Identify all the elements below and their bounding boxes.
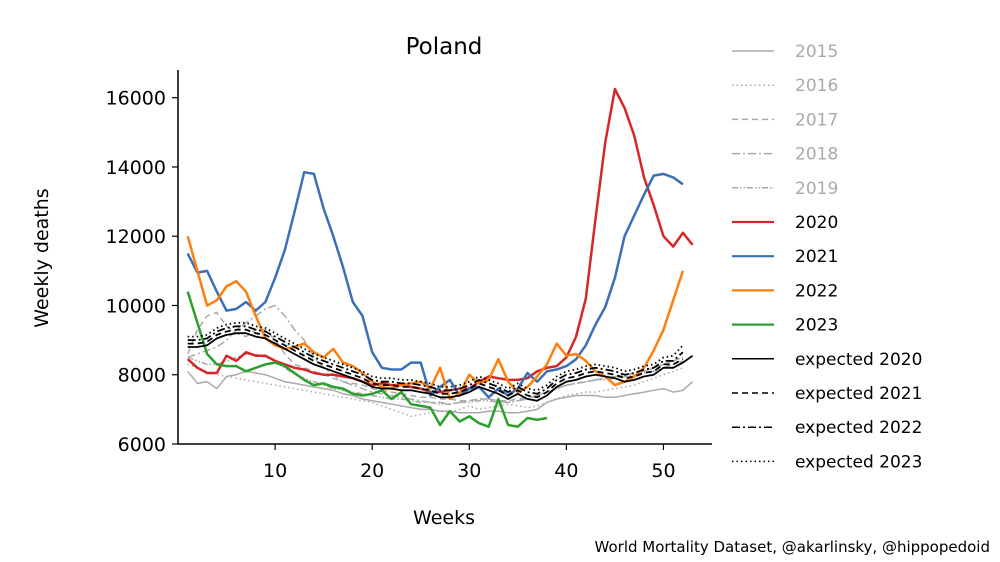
axes: 10 20 30 40 50 6000 8000 10000 12000 14000 16000 xyxy=(106,70,712,482)
plot-area xyxy=(186,87,694,428)
x-tick-label: 20 xyxy=(360,460,384,482)
series-line-2019 xyxy=(187,353,684,405)
series-line-2015 xyxy=(187,370,694,414)
y-tick-label: 14000 xyxy=(106,157,166,179)
legend-label-expected-2021: expected 2021 xyxy=(795,384,922,404)
x-tick-label: 50 xyxy=(651,460,675,482)
series-line-2023 xyxy=(186,291,548,428)
y-tick-label: 6000 xyxy=(118,434,166,456)
legend: 2015 2016 2017 2018 2019 2020 2021 2022 2023 expe… xyxy=(732,42,922,472)
legend-label-2018: 2018 xyxy=(795,145,838,165)
legend-label-2022: 2022 xyxy=(795,281,838,301)
legend-label-2019: 2019 xyxy=(795,179,838,199)
x-tick-label: 30 xyxy=(457,460,481,482)
x-axis-label: Weeks xyxy=(413,507,475,529)
credit-text: World Mortality Dataset, @akarlinsky, @h… xyxy=(594,538,990,556)
legend-label-2017: 2017 xyxy=(795,110,838,130)
legend-label-expected-2022: expected 2022 xyxy=(795,418,922,438)
y-tick-label: 12000 xyxy=(106,226,166,248)
series-line-2021 xyxy=(186,170,684,399)
legend-label-2016: 2016 xyxy=(795,76,838,96)
y-axis-label: Weekly deaths xyxy=(31,188,53,327)
legend-label-2020: 2020 xyxy=(795,213,838,233)
y-tick-label: 8000 xyxy=(118,365,166,387)
series-line-2018 xyxy=(187,304,684,405)
legend-label-2023: 2023 xyxy=(795,316,838,336)
legend-label-2021: 2021 xyxy=(795,247,838,267)
y-tick-label: 10000 xyxy=(106,295,166,317)
series-line-expected-2020 xyxy=(187,332,694,402)
series-line-expected-2022 xyxy=(187,325,684,395)
x-tick-label: 10 xyxy=(263,460,287,482)
series-line-expected-2021 xyxy=(187,328,684,399)
legend-label-expected-2023: expected 2023 xyxy=(795,452,922,472)
x-tick-label: 40 xyxy=(554,460,578,482)
legend-label-expected-2020: expected 2020 xyxy=(795,350,922,370)
legend-label-2015: 2015 xyxy=(795,42,838,62)
y-tick-label: 16000 xyxy=(106,88,166,110)
chart-title: Poland xyxy=(406,34,483,60)
series-line-2020 xyxy=(186,87,694,394)
